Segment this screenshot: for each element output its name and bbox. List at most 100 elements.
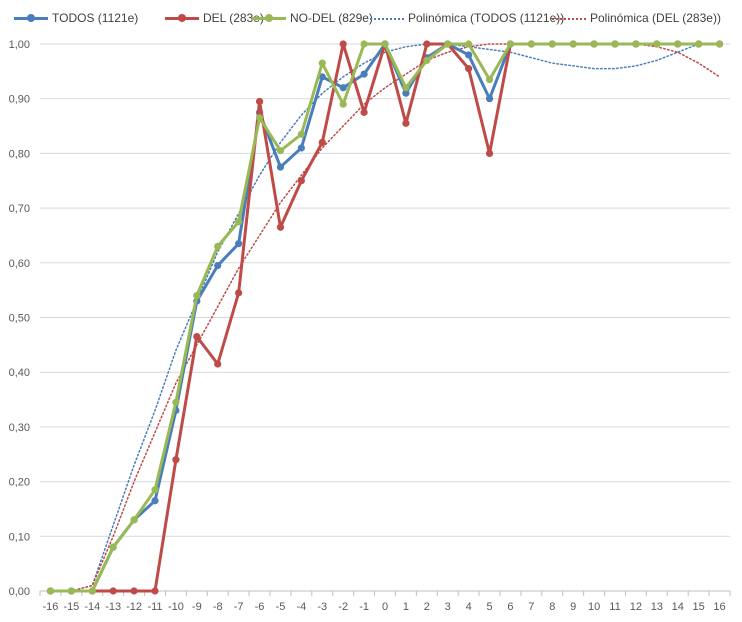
data-point [527, 40, 535, 48]
data-point [590, 40, 598, 48]
data-point [109, 543, 117, 551]
data-point [193, 292, 201, 300]
data-point [360, 40, 368, 48]
legend-item-del: DEL (283e) [165, 8, 264, 28]
data-point [548, 40, 556, 48]
y-tick-label: 0,90 [9, 94, 30, 106]
y-tick-label: 0,00 [9, 586, 30, 598]
legend-swatch-nodel [252, 12, 286, 24]
x-tick-label: -12 [126, 601, 142, 613]
data-point [318, 73, 326, 81]
series-layer [46, 40, 724, 595]
legend-label-trend-del: Polinómica (DEL (283e)) [590, 11, 721, 25]
x-tick-label: 6 [507, 601, 513, 613]
data-point [214, 261, 222, 270]
x-tick-label: 3 [445, 601, 451, 613]
series-2 [46, 40, 724, 595]
data-point [444, 40, 452, 48]
x-tick-label: -6 [255, 601, 265, 613]
x-tick-label: -5 [276, 601, 286, 613]
x-tick-label: -4 [296, 601, 306, 613]
legend-label-trend-todos: Polinómica (TODOS (1121e)) [408, 11, 565, 25]
data-point [318, 59, 326, 67]
data-point [235, 240, 243, 248]
data-point [339, 100, 347, 108]
data-point [674, 40, 682, 48]
x-tick-label: 10 [588, 601, 600, 613]
x-tick-label: 7 [528, 601, 534, 613]
x-tick-label: -15 [63, 601, 79, 613]
data-point [193, 333, 201, 341]
data-point [485, 75, 494, 84]
legend-item-nodel: NO-DEL (829e) [252, 8, 373, 28]
legend-swatch-del [165, 12, 199, 24]
x-tick-label: -7 [234, 601, 244, 613]
y-axis-ticks: 0,00 0,10 0,20 0,30 0,40 0,50 0,60 0,70 0,80 0,90… [9, 39, 30, 598]
x-tick-label: 8 [549, 601, 555, 613]
y-tick-label: 0,10 [9, 531, 30, 543]
x-tick-label: 5 [486, 601, 492, 613]
x-tick-label: -13 [105, 601, 121, 613]
data-point [88, 587, 96, 595]
data-point [255, 114, 264, 122]
data-point [214, 242, 222, 250]
data-point [172, 456, 180, 464]
data-point [318, 138, 326, 147]
data-point [569, 40, 577, 48]
data-point [235, 218, 243, 226]
x-tick-label: 1 [403, 601, 409, 613]
data-point [339, 84, 347, 92]
legend-swatch-trend-todos [370, 12, 404, 24]
data-point [715, 40, 724, 48]
data-point [151, 587, 159, 595]
data-point [632, 40, 640, 48]
legend-label-nodel: NO-DEL (829e) [290, 11, 373, 25]
data-point [151, 486, 159, 494]
data-point [465, 51, 473, 59]
data-point [485, 149, 494, 157]
data-point [402, 84, 410, 92]
x-tick-label: 12 [630, 601, 642, 613]
x-tick-label: 14 [672, 601, 684, 613]
x-tick-label: 15 [693, 601, 705, 613]
x-tick-label: -2 [338, 601, 348, 613]
y-tick-label: 0,40 [9, 367, 30, 379]
x-tick-label: -9 [192, 601, 202, 613]
x-tick-label: -8 [213, 601, 223, 613]
data-point [235, 289, 243, 297]
x-tick-label: 11 [609, 601, 620, 613]
data-point [130, 587, 138, 595]
chart-legend: TODOS (1121e) DEL (283e) NO-DEL (829e) P… [0, 8, 742, 30]
data-point [214, 360, 222, 368]
data-point [465, 40, 473, 48]
y-tick-label: 0,20 [9, 477, 30, 489]
x-tick-label: 13 [651, 601, 663, 613]
legend-swatch-todos [14, 12, 48, 24]
data-point [276, 223, 285, 231]
x-tick-label: -14 [84, 601, 100, 613]
x-tick-label: -16 [43, 601, 59, 613]
data-point [423, 40, 431, 48]
data-point [339, 40, 347, 48]
legend-item-todos: TODOS (1121e) [14, 8, 138, 28]
data-point [172, 398, 180, 406]
x-tick-label: 16 [713, 601, 725, 613]
data-point [297, 144, 305, 152]
legend-item-trend-del: Polinómica (DEL (283e)) [552, 8, 721, 28]
data-point [255, 97, 264, 106]
x-axis-ticks: -16 -15 -14 -13 -12 -11 -10 -9 -8 -7 -6 -5 -4 -3 -2 -1 0… [39, 591, 731, 613]
x-tick-label: -10 [168, 601, 184, 613]
data-point [276, 163, 285, 171]
y-tick-label: 0,70 [9, 203, 30, 215]
data-point [67, 587, 75, 595]
data-point [653, 40, 661, 48]
series-3 [49, 43, 721, 592]
data-point [360, 70, 368, 78]
data-point [151, 497, 159, 505]
legend-item-trend-todos: Polinómica (TODOS (1121e)) [370, 8, 564, 28]
legend-label-del: DEL (283e) [203, 11, 264, 25]
data-point [611, 40, 619, 48]
legend-swatch-trend-del [552, 12, 586, 24]
data-point [402, 89, 410, 97]
